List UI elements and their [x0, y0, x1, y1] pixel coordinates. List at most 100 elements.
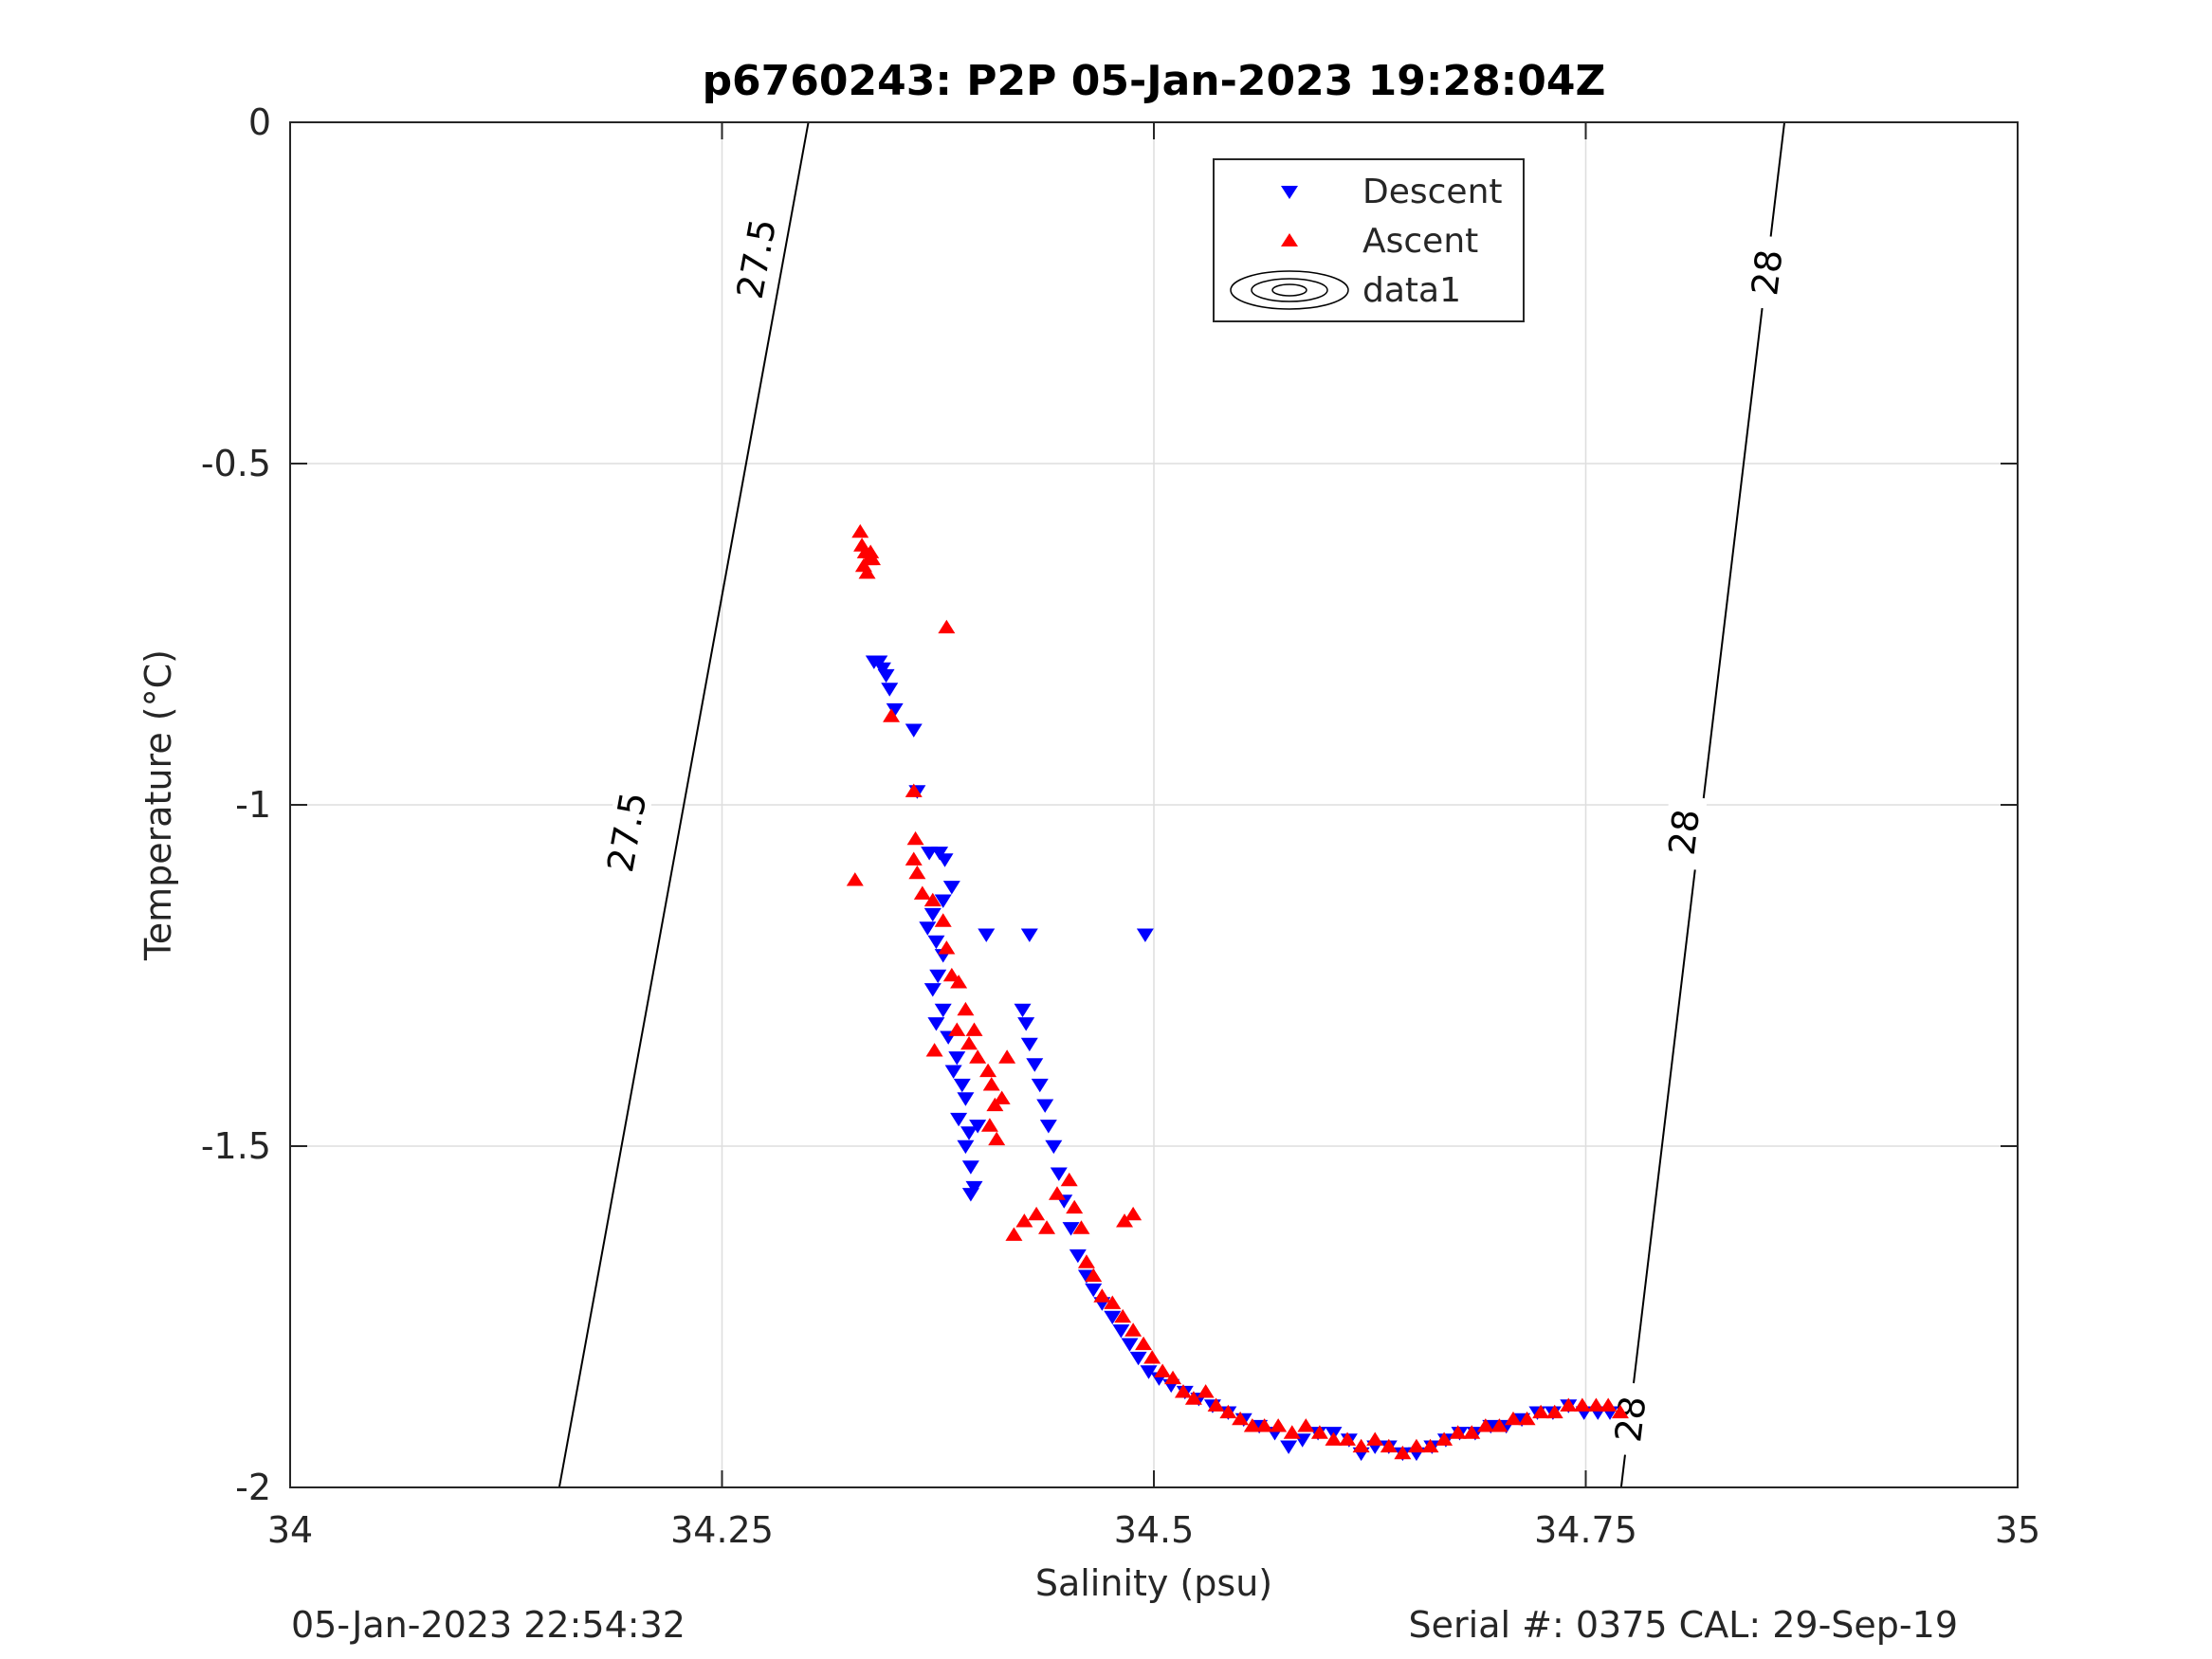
descent-point [1121, 1338, 1139, 1352]
descent-point [1280, 1440, 1298, 1454]
contour-label: 28 [1607, 1394, 1654, 1444]
descent-point [1062, 1222, 1080, 1236]
ascent-point [1352, 1438, 1370, 1453]
ascent-point [1104, 1295, 1122, 1309]
ascent-point [1005, 1227, 1023, 1241]
ascent-point [1297, 1418, 1315, 1432]
descent-point [1020, 928, 1038, 942]
legend-ascent-marker [1281, 233, 1298, 246]
descent-point [1050, 1167, 1068, 1181]
descent-point [950, 1112, 968, 1127]
ascent-point [965, 1022, 983, 1036]
ascent-point [1270, 1418, 1288, 1432]
descent-point [944, 1065, 962, 1079]
contour-label-gap [731, 220, 782, 298]
descent-point [905, 723, 923, 738]
contour-label: 28 [1744, 247, 1790, 298]
ascent-point [1283, 1425, 1301, 1439]
ascent-point [1207, 1397, 1225, 1412]
ascent-point [993, 1090, 1011, 1104]
ascent-point [1085, 1267, 1103, 1283]
descent-point [1026, 1058, 1044, 1072]
descent-point [957, 1139, 975, 1155]
ascent-point [1135, 1336, 1153, 1351]
footer-serial: Serial #: 0375 CAL: 29-Sep-19 [1409, 1604, 1958, 1646]
ascent-point [1449, 1425, 1467, 1439]
ascent-point [950, 975, 968, 989]
descent-point [927, 935, 945, 950]
descent-point [919, 921, 937, 936]
ascent-point [942, 967, 960, 982]
descent-point [960, 1126, 978, 1140]
ascent-point [1600, 1397, 1618, 1412]
ascent-point [957, 1001, 975, 1016]
legend-box [1213, 158, 1525, 322]
ascent-point [982, 1077, 1000, 1091]
ascent-point [1573, 1397, 1591, 1412]
legend: Descent Ascent data1 [1213, 158, 1525, 322]
axis-ticks [289, 121, 2019, 1488]
descent-point [969, 1120, 987, 1134]
descent-point [978, 928, 996, 942]
ascent-point [988, 1131, 1006, 1146]
ascent-point [862, 544, 880, 558]
ascent-point [851, 523, 869, 538]
y-axis-label: Temperature (°C) [137, 649, 179, 961]
ascent-point [1394, 1445, 1412, 1460]
ascent-point [1463, 1425, 1481, 1439]
ascent-point [1038, 1220, 1056, 1234]
descent-point [1036, 1099, 1054, 1113]
ascent-point [1077, 1254, 1095, 1268]
ascent-point [925, 1043, 943, 1057]
ascent-point [1255, 1418, 1273, 1432]
ascent-point [1219, 1404, 1237, 1419]
ascent-point [1339, 1431, 1357, 1446]
contour-label-gap [1744, 234, 1791, 311]
descent-point [1085, 1283, 1103, 1298]
ascent-point [1197, 1384, 1215, 1398]
ascent-point [1407, 1438, 1425, 1453]
contour-label-gap [1607, 1380, 1654, 1458]
y-tick-label: -1 [235, 784, 271, 826]
ascent-point [913, 885, 931, 900]
descent-point [929, 969, 947, 984]
contour-label-gap [1660, 793, 1708, 870]
descent-point [1039, 1120, 1057, 1134]
x-tick-label: 34.75 [1534, 1509, 1637, 1551]
descent-point [1069, 1249, 1087, 1264]
legend-contour-marker [1230, 270, 1349, 310]
descent-point [927, 1017, 945, 1031]
ascent-point [858, 565, 876, 579]
descent-point [934, 894, 952, 908]
ascent-point [1325, 1431, 1343, 1446]
ascent-point [948, 1022, 966, 1036]
ascent-point [1048, 1186, 1066, 1200]
ascent-point [1066, 1199, 1084, 1214]
ascent-point [1587, 1397, 1605, 1412]
ascent-point [1532, 1404, 1550, 1419]
descent-point [881, 683, 899, 697]
y-tick-label: -2 [235, 1467, 271, 1508]
ascent-point [1015, 1213, 1033, 1228]
contour-label-gap [601, 793, 652, 871]
ascent-point [1310, 1425, 1328, 1439]
descent-point [1020, 1037, 1038, 1052]
descent-point [1136, 928, 1154, 942]
descent-point [923, 983, 941, 997]
descent-point [1140, 1365, 1158, 1379]
legend-ascent-label: Ascent [1362, 222, 1478, 261]
ascent-point [923, 892, 941, 907]
descent-point [1031, 1078, 1049, 1093]
ascent-point [1174, 1384, 1192, 1398]
ascent-point [1476, 1418, 1494, 1432]
descent-point [961, 1160, 979, 1175]
ascent-point [938, 940, 956, 955]
chart-title: p6760243: P2P 05-Jan-2023 19:28:04Z [703, 57, 1606, 105]
descent-point [877, 668, 895, 684]
ascent-point [846, 872, 864, 886]
footer-timestamp: 05-Jan-2023 22:54:32 [291, 1604, 686, 1646]
ascent-point [1143, 1350, 1161, 1364]
y-tick-label: -1.5 [201, 1125, 271, 1167]
ascent-point [1184, 1391, 1202, 1405]
